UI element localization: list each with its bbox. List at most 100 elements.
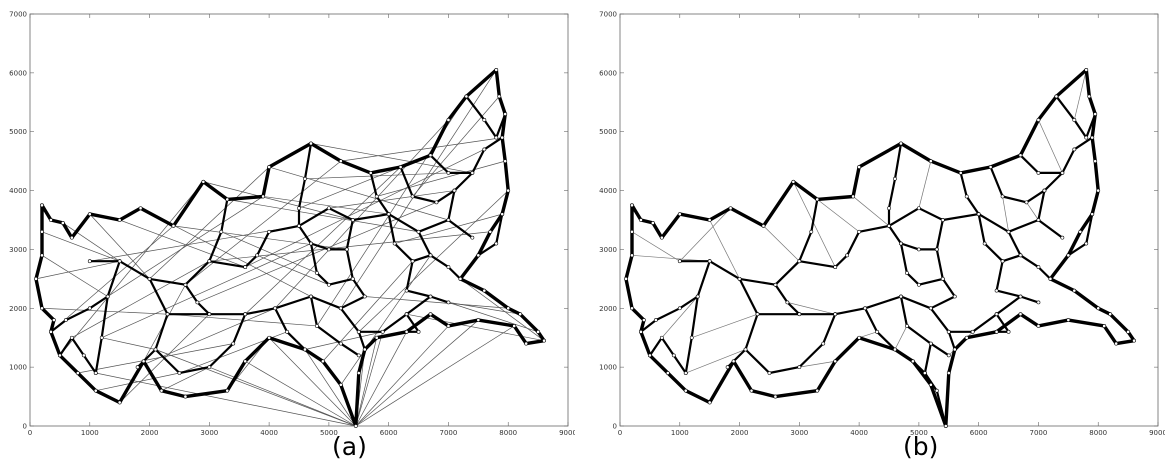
graph-edge-thick xyxy=(887,143,903,226)
graph-edge-thick xyxy=(244,207,474,268)
graph-node xyxy=(482,288,487,293)
graph-node xyxy=(482,118,487,122)
y-tick-label: 4000 xyxy=(599,187,617,195)
graph-node xyxy=(970,329,975,334)
graph-node xyxy=(285,329,289,334)
graph-node xyxy=(630,253,634,258)
graph-node xyxy=(470,235,475,240)
graph-node xyxy=(642,318,646,322)
graph-node xyxy=(1000,194,1005,199)
graph-node xyxy=(1066,253,1071,258)
graph-edge-thin xyxy=(412,96,500,197)
graph-node xyxy=(446,324,451,328)
graph-node xyxy=(536,329,541,334)
graph-node xyxy=(374,194,379,199)
graph-node xyxy=(500,135,505,140)
graph-node xyxy=(69,335,74,340)
graph-node xyxy=(93,388,98,393)
graph-node xyxy=(183,394,188,399)
graph-edge-thin xyxy=(119,219,246,268)
graph-node xyxy=(40,306,44,311)
y-tick-label: 7000 xyxy=(599,11,617,19)
graph-node xyxy=(1036,324,1041,328)
graph-edge-thin xyxy=(101,243,312,339)
graph-edge-thin xyxy=(304,331,383,350)
graph-node xyxy=(737,276,742,281)
graph-node xyxy=(1096,188,1101,193)
x-tick: 5000 xyxy=(320,14,338,437)
graph-node xyxy=(267,229,272,234)
graph-node xyxy=(994,329,999,334)
graph-outline xyxy=(624,68,1136,428)
graph-node xyxy=(326,247,331,252)
graph-edge-thick xyxy=(89,260,246,286)
graph-edge-thin xyxy=(161,366,210,391)
graph-node xyxy=(135,365,140,370)
graph-edge-thin xyxy=(304,172,449,180)
graph-node xyxy=(725,365,730,370)
graph-node xyxy=(225,388,230,393)
y-tick: 2000 xyxy=(599,305,1158,313)
graph-node xyxy=(476,253,481,258)
x-tick-label: 2000 xyxy=(731,429,749,437)
graph-node xyxy=(183,282,188,287)
x-tick: 4000 xyxy=(260,14,278,437)
graph-node xyxy=(380,329,385,334)
graph-node xyxy=(1108,312,1113,317)
graph-node xyxy=(1006,229,1011,234)
y-tick: 6000 xyxy=(599,69,1158,77)
y-tick-label: 0 xyxy=(613,423,617,431)
graph-node xyxy=(863,306,867,311)
graph-node xyxy=(75,371,80,375)
graph-edge-thick xyxy=(923,343,947,427)
graph-node xyxy=(994,288,999,293)
x-tick-label: 2000 xyxy=(141,429,159,437)
graph-node xyxy=(922,371,927,375)
graph-node xyxy=(207,365,212,370)
graph-node xyxy=(542,338,546,343)
graph-node xyxy=(344,247,349,252)
graph-node xyxy=(500,212,505,217)
graph-node xyxy=(916,206,921,211)
x-tick-label: 6000 xyxy=(970,429,988,437)
graph-edge-thin xyxy=(355,325,515,427)
graph-node xyxy=(446,171,451,175)
graph-edge-thick xyxy=(834,207,1064,268)
graph-edge-thick xyxy=(298,225,347,251)
graph-node xyxy=(368,171,373,175)
graph-node xyxy=(695,294,700,299)
graph-node xyxy=(639,218,643,222)
graph-node xyxy=(1072,288,1077,293)
graph-node xyxy=(1078,229,1083,234)
x-tick: 7000 xyxy=(1030,14,1047,437)
graph-edge-thin xyxy=(763,225,800,262)
graph-edge-thick xyxy=(679,260,836,286)
graph-node xyxy=(428,312,433,317)
graph-node xyxy=(428,153,433,158)
graph-edge-thick xyxy=(417,231,462,280)
graph-edge-thin xyxy=(691,313,758,339)
graph-node xyxy=(653,318,658,322)
x-tick: 0 xyxy=(618,14,622,437)
graph-edge-thin xyxy=(268,337,357,427)
graph-edge-thin xyxy=(460,278,545,341)
graph-node xyxy=(338,382,343,387)
x-tick: 8000 xyxy=(499,14,517,437)
graph-node xyxy=(943,424,948,428)
graph-node xyxy=(326,206,331,211)
graph-node xyxy=(857,165,862,169)
graph-node xyxy=(630,229,634,234)
graph-edge-thin xyxy=(376,160,506,197)
graph-node xyxy=(52,318,56,322)
graph-node xyxy=(1036,171,1041,175)
graph-node xyxy=(773,394,778,399)
graph-edge-thick xyxy=(297,143,313,226)
graph-node xyxy=(1000,259,1005,264)
graph-node xyxy=(494,68,499,72)
y-tick-label: 7000 xyxy=(9,11,27,19)
graph-node xyxy=(851,194,856,199)
graph-node xyxy=(147,276,152,281)
graph-node xyxy=(1036,265,1041,269)
graph-edge-thin xyxy=(859,331,878,339)
graph-edge-thin xyxy=(298,166,401,209)
